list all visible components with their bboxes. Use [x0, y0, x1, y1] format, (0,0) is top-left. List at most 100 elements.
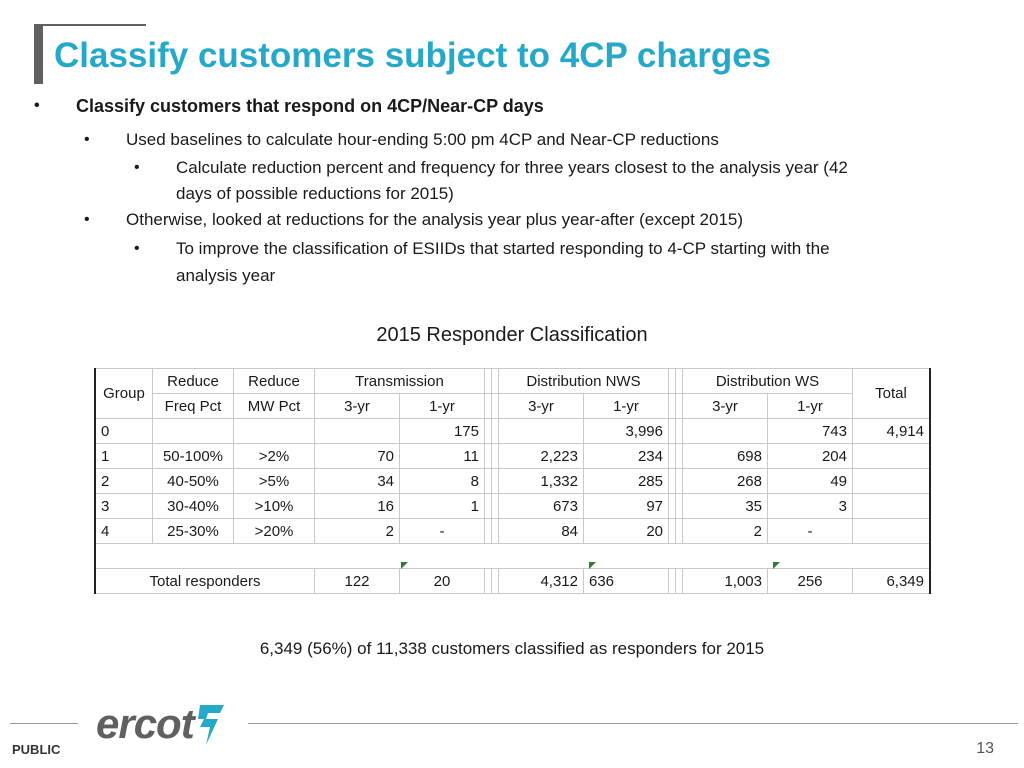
bullet-level3-continued: days of possible reductions for 2015)	[176, 184, 454, 204]
header-ws-3yr: 3-yr	[682, 393, 768, 419]
classification-label: PUBLIC	[12, 742, 61, 757]
bullet-level1: • Classify customers that respond on 4CP/…	[34, 96, 544, 116]
cell-freq: 25-30%	[152, 518, 234, 544]
cell-t3: 34	[314, 468, 400, 494]
total-t3: 122	[314, 568, 400, 594]
table-row: 1 50-100% >2% 70 11 2,223 234 698 204	[94, 443, 931, 469]
cell-n1: 3,996	[583, 418, 669, 444]
cell-mw: >10%	[233, 493, 315, 519]
header-transmission-3yr: 3-yr	[314, 393, 400, 419]
cell-n3: 84	[498, 518, 584, 544]
cell-total	[852, 518, 931, 544]
cell-n1: 97	[583, 493, 669, 519]
header-reduce-mw: Reduce	[233, 368, 315, 394]
bullet-dot-icon: •	[84, 131, 90, 148]
cell-n1: 234	[583, 443, 669, 469]
cell-w3	[682, 418, 768, 444]
bullet-level3: • Calculate reduction percent and frequen…	[134, 158, 848, 178]
cell-t3: 70	[314, 443, 400, 469]
title-top-rule	[34, 24, 146, 26]
title-accent-bar	[34, 24, 43, 84]
cell-mw: >5%	[233, 468, 315, 494]
bullet-text: Classify customers that respond on 4CP/N…	[76, 96, 544, 116]
cell-total	[852, 493, 931, 519]
total-label: Total responders	[94, 568, 315, 594]
error-indicator-icon	[401, 562, 408, 569]
cell-n3: 673	[498, 493, 584, 519]
cell-t1: 1	[399, 493, 485, 519]
cell-t3	[314, 418, 400, 444]
cell-freq: 40-50%	[152, 468, 234, 494]
cell-t1: 8	[399, 468, 485, 494]
cell-w3: 698	[682, 443, 768, 469]
cell-t3: 16	[314, 493, 400, 519]
cell-w3: 2	[682, 518, 768, 544]
cell-total	[852, 443, 931, 469]
bullet-text: days of possible reductions for 2015)	[176, 184, 454, 203]
cell-total: 4,914	[852, 418, 931, 444]
table-row: 2 40-50% >5% 34 8 1,332 285 268 49	[94, 468, 931, 494]
bullet-level2: • Used baselines to calculate hour-ending…	[84, 130, 719, 150]
cell-w1: 3	[767, 493, 853, 519]
table-caption: 2015 Responder Classification	[376, 324, 648, 346]
bullet-level3-continued: analysis year	[176, 266, 275, 286]
cell-group: 3	[94, 493, 153, 519]
table-subheader-row: Freq Pct MW Pct 3-yr 1-yr 3-yr 1-yr 3-yr…	[95, 393, 930, 419]
total-w1: 256	[767, 568, 853, 594]
cell-n1: 285	[583, 468, 669, 494]
error-indicator-icon	[773, 562, 780, 569]
table-row: 3 30-40% >10% 16 1 673 97 35 3	[94, 493, 931, 519]
cell-mw: >2%	[233, 443, 315, 469]
header-distribution-ws: Distribution WS	[682, 368, 853, 394]
cell-w1: -	[767, 518, 853, 544]
cell-w1: 743	[767, 418, 853, 444]
cell-w3: 35	[682, 493, 768, 519]
cell-w1: 49	[767, 468, 853, 494]
cell-w3: 268	[682, 468, 768, 494]
responder-table: Group Reduce Reduce Transmission Distrib…	[94, 368, 931, 594]
bullet-dot-icon: •	[34, 97, 40, 114]
bullet-text: Calculate reduction percent and frequenc…	[176, 158, 848, 177]
table-row: 4 25-30% >20% 2 - 84 20 2 -	[94, 518, 931, 544]
bullet-level3: • To improve the classification of ESIIDs…	[134, 239, 830, 259]
header-group: Group	[94, 368, 153, 419]
bullet-dot-icon: •	[134, 240, 140, 257]
cell-group: 0	[94, 418, 153, 444]
header-reduce-freq-line2: Freq Pct	[152, 393, 234, 419]
footer-rule-right	[248, 723, 1018, 724]
cell-t1: 11	[399, 443, 485, 469]
header-ws-1yr: 1-yr	[767, 393, 853, 419]
cell-freq: 30-40%	[152, 493, 234, 519]
bullet-dot-icon: •	[134, 159, 140, 176]
ercot-logo: ercot	[96, 700, 195, 747]
summary-text: 6,349 (56%) of 11,338 customers classifi…	[259, 639, 765, 658]
total-n1: 636	[583, 568, 669, 594]
cell-group: 4	[94, 518, 153, 544]
header-distribution-nws: Distribution NWS	[498, 368, 669, 394]
bullet-text: analysis year	[176, 266, 276, 285]
table-row: 0 175 3,996 743 4,914	[94, 418, 931, 444]
bullet-text: To improve the classification of ESIIDs …	[176, 239, 830, 258]
header-total: Total	[852, 368, 931, 419]
cell-n1: 20	[583, 518, 669, 544]
cell-freq: 50-100%	[152, 443, 234, 469]
cell-total	[852, 468, 931, 494]
cell-freq	[152, 418, 234, 444]
cell-t1: -	[399, 518, 485, 544]
cell-n3: 1,332	[498, 468, 584, 494]
cell-mw	[233, 418, 315, 444]
cell-w1: 204	[767, 443, 853, 469]
cell-group: 1	[94, 443, 153, 469]
bullet-text: Used baselines to calculate hour-ending …	[126, 130, 719, 149]
header-transmission: Transmission	[314, 368, 485, 394]
cell-t1: 175	[399, 418, 485, 444]
header-nws-1yr: 1-yr	[583, 393, 669, 419]
bullet-dot-icon: •	[84, 211, 90, 228]
total-n3: 4,312	[498, 568, 584, 594]
bullet-level2: • Otherwise, looked at reductions for the…	[84, 210, 743, 230]
header-reduce-mw-line2: MW Pct	[233, 393, 315, 419]
cell-n3: 2,223	[498, 443, 584, 469]
error-indicator-icon	[589, 562, 596, 569]
cell-mw: >20%	[233, 518, 315, 544]
ercot-lightning-icon	[198, 705, 224, 745]
